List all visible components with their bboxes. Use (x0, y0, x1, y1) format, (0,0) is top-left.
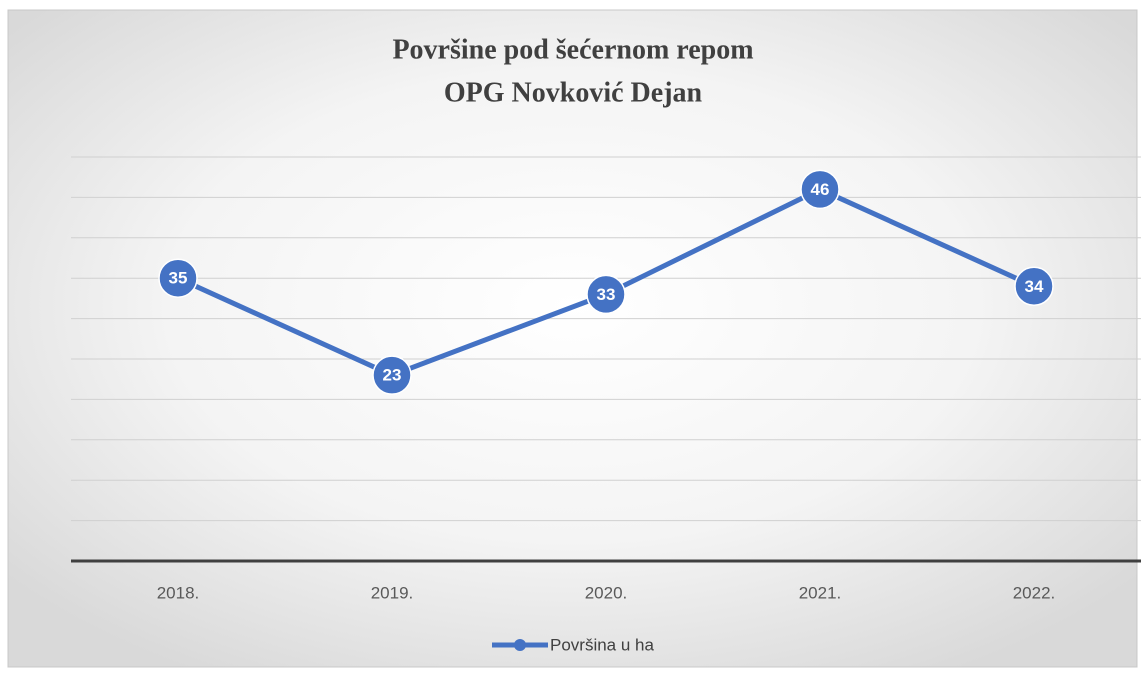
data-label: 33 (597, 285, 616, 304)
data-point (800, 169, 840, 210)
data-point (586, 274, 626, 315)
x-tick-label: 2018. (157, 583, 200, 602)
x-tick-label: 2022. (1013, 583, 1056, 602)
data-point (372, 355, 412, 395)
data-point (1014, 266, 1054, 307)
data-label: 46 (811, 180, 830, 199)
chart-frame (7, 9, 1138, 668)
data-point (158, 258, 198, 298)
legend-label: Površina u ha (550, 635, 654, 654)
data-label: 35 (169, 269, 188, 288)
legend-marker (514, 639, 526, 651)
chart-subtitle: OPG Novković Dejan (444, 77, 703, 108)
x-tick-label: 2019. (371, 583, 414, 602)
data-label: 23 (383, 366, 402, 385)
chart-title: Površine pod šećernom repom (392, 34, 753, 65)
data-label: 34 (1025, 277, 1044, 296)
x-tick-label: 2021. (799, 583, 842, 602)
x-tick-label: 2020. (585, 583, 628, 602)
